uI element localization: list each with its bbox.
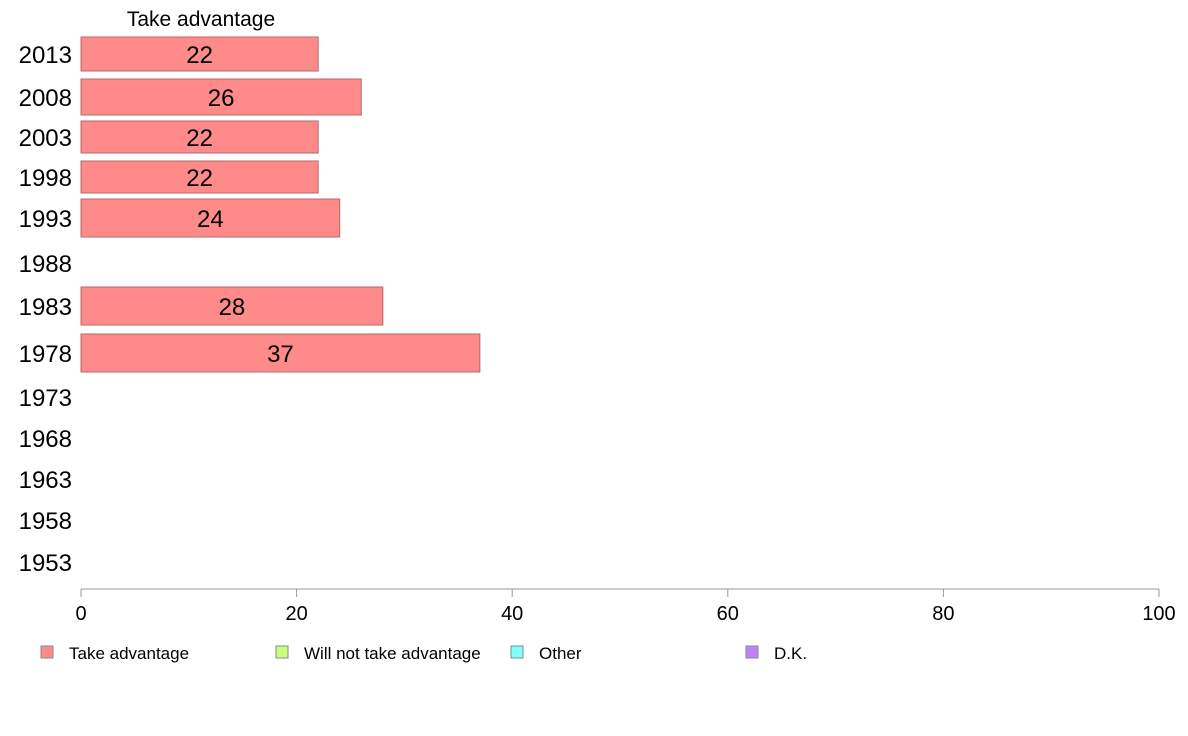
bar-value-label-2008: 26 [208, 85, 235, 112]
legend-swatch [275, 645, 289, 659]
year-label-1978: 1978 [19, 341, 72, 368]
bar-value-label-2003: 22 [186, 125, 213, 152]
year-label-1983: 1983 [19, 294, 72, 321]
year-label-1973: 1973 [19, 385, 72, 412]
bar-2008 [80, 78, 362, 116]
bar-2003 [80, 120, 319, 154]
legend-item: Will not take advantage [275, 644, 481, 663]
bar-value-label-2013: 22 [186, 42, 213, 69]
x-tick-label-40: 40 [501, 603, 523, 625]
legend-label: Will not take advantage [304, 644, 481, 663]
legend-item: Other [510, 644, 582, 663]
bar-1993 [80, 198, 341, 238]
year-label-1993: 1993 [19, 206, 72, 233]
year-label-2008: 2008 [19, 85, 72, 112]
bar-2013 [80, 36, 319, 72]
year-label-1998: 1998 [19, 165, 72, 192]
bar-value-label-1983: 28 [219, 294, 246, 321]
bar-1998 [80, 160, 319, 194]
year-label-1968: 1968 [19, 426, 72, 453]
legend-swatch [40, 645, 54, 659]
x-tick-label-80: 80 [932, 603, 954, 625]
bar-value-label-1978: 37 [267, 341, 294, 368]
year-label-2013: 2013 [19, 42, 72, 69]
x-tick-label-100: 100 [1142, 603, 1175, 625]
column-title: Take advantage [127, 8, 275, 31]
legend-label: Other [539, 644, 582, 663]
year-label-1953: 1953 [19, 550, 72, 577]
legend-swatch [745, 645, 759, 659]
legend-swatch [510, 645, 524, 659]
year-label-1988: 1988 [19, 251, 72, 278]
legend-label: Take advantage [69, 644, 189, 663]
year-label-1963: 1963 [19, 467, 72, 494]
legend-label: D.K. [774, 644, 807, 663]
bar-1983 [80, 286, 384, 326]
bar-value-label-1993: 24 [197, 206, 224, 233]
legend-item: D.K. [745, 644, 807, 663]
year-label-2003: 2003 [19, 125, 72, 152]
bar-1978 [80, 333, 481, 373]
x-tick-label-20: 20 [285, 603, 307, 625]
year-label-1958: 1958 [19, 508, 72, 535]
legend-item: Take advantage [40, 644, 189, 663]
bar-value-label-1998: 22 [186, 165, 213, 192]
x-tick-label-0: 0 [75, 603, 86, 625]
x-tick-label-60: 60 [717, 603, 739, 625]
